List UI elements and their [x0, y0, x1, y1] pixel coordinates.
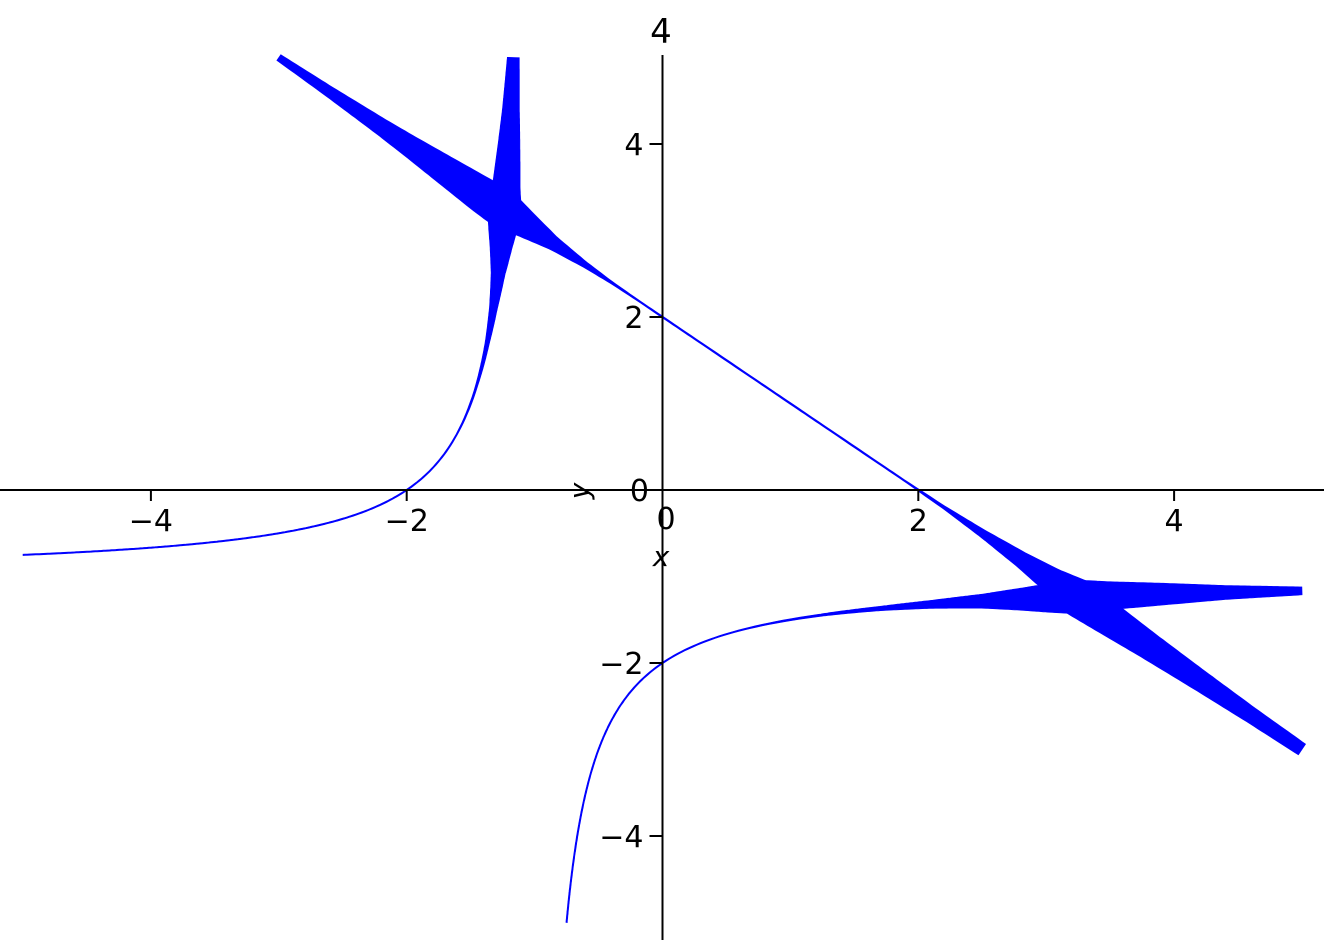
y-tick-label: −4	[599, 820, 643, 855]
y-tick-label: 2	[624, 301, 643, 336]
y-axis-label: y	[563, 482, 596, 500]
y-tick-label: 4	[624, 128, 643, 163]
line-band	[276, 54, 1307, 756]
x-axis-label: x	[652, 540, 670, 573]
y-tick-label: −2	[599, 647, 643, 682]
plot-title: 4	[650, 12, 672, 52]
x-tick-label: −2	[385, 504, 429, 539]
hyperbola-lower-branch-band	[565, 579, 1303, 923]
x-tick-label: 2	[909, 504, 928, 539]
y-origin-tick-label: 0	[630, 474, 649, 509]
curves-layer	[22, 54, 1307, 923]
hyperbola-upper-branch-band	[22, 56, 522, 556]
x-tick-label: 4	[1165, 504, 1184, 539]
ticks-layer: −4 −2 2 4 4 2 −2 −4	[129, 128, 1184, 855]
x-tick-label: −4	[129, 504, 173, 539]
x-origin-tick-label: 0	[656, 502, 675, 537]
